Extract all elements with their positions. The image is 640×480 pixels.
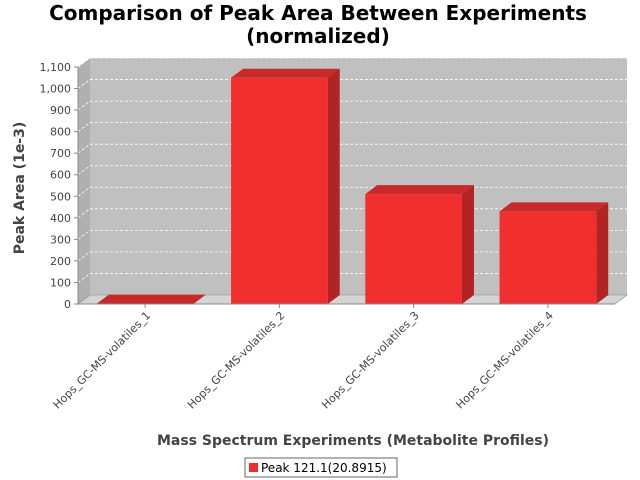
gridline-side: [77, 79, 91, 89]
legend: Peak 121.1(20.8915): [244, 457, 398, 478]
bar-side: [461, 185, 474, 304]
legend-box: [244, 457, 398, 478]
bar-front: [499, 211, 597, 304]
x-axis: Hops_GC-MS-volatiles_1 Hops_GC-MS-volatil…: [51, 303, 615, 412]
chart-title: Comparison of Peak Area Between Experime…: [49, 1, 587, 25]
bar: [231, 68, 340, 304]
bar-side: [327, 68, 340, 304]
y-axis: 0 100 200 300 400 500 600 700 800 900 1,000 1,100: [40, 61, 79, 311]
bar-side: [596, 202, 609, 304]
gridline-side: [77, 100, 91, 111]
y-axis-label: Peak Area (1e-3): [12, 122, 28, 255]
legend-label: Peak 121.1(20.8915): [261, 461, 387, 475]
y-tick-label: 0: [64, 298, 71, 311]
bar: [96, 294, 206, 304]
gridline-side: [77, 143, 91, 154]
y-tick-label: 600: [50, 169, 71, 182]
legend-swatch: [249, 463, 258, 472]
x-axis-label: Mass Spectrum Experiments (Metabolite Pr…: [157, 433, 549, 449]
y-tick-label: 100: [50, 276, 71, 289]
bar: [499, 202, 609, 304]
bar-top: [231, 68, 340, 78]
y-tick-label: 900: [50, 104, 71, 117]
y-tick-label: 1,100: [40, 61, 72, 74]
gridline-side: [77, 208, 91, 219]
y-tick-label: 700: [50, 147, 71, 160]
y-tick-label: 800: [50, 126, 71, 139]
gridline-side: [77, 251, 91, 262]
x-tick-label: Hops_GC-MS-volatiles_3: [319, 309, 422, 412]
plot-side-wall: [78, 58, 90, 304]
bar-front: [365, 194, 462, 304]
y-tick-label: 400: [50, 212, 71, 225]
bars: [96, 68, 609, 304]
x-tick-label: Hops_GC-MS-volatiles_1: [51, 309, 154, 412]
gridline-side: [77, 122, 91, 132]
gridline-side: [77, 165, 91, 176]
bar-side: [193, 294, 206, 304]
bar-front: [231, 77, 328, 304]
plot-back-wall: [90, 58, 627, 295]
gridline-side: [77, 273, 91, 283]
gridline-side: [77, 230, 91, 240]
y-tick-label: 300: [50, 233, 71, 246]
bar-top: [365, 185, 474, 195]
bar: [365, 185, 474, 304]
bar-top: [499, 202, 609, 212]
x-tick-label: Hops_GC-MS-volatiles_2: [185, 309, 288, 412]
gridline-side: [77, 186, 91, 197]
y-tick-label: 500: [50, 190, 71, 203]
y-tick-label: 1,000: [40, 83, 72, 96]
gridline-side: [77, 57, 91, 68]
chart-subtitle: (normalized): [246, 24, 390, 48]
bar-top: [96, 294, 206, 304]
x-tick-label: Hops_GC-MS-volatiles_4: [453, 309, 556, 412]
y-tick-label: 200: [50, 255, 71, 268]
plot-area: [77, 58, 628, 305]
